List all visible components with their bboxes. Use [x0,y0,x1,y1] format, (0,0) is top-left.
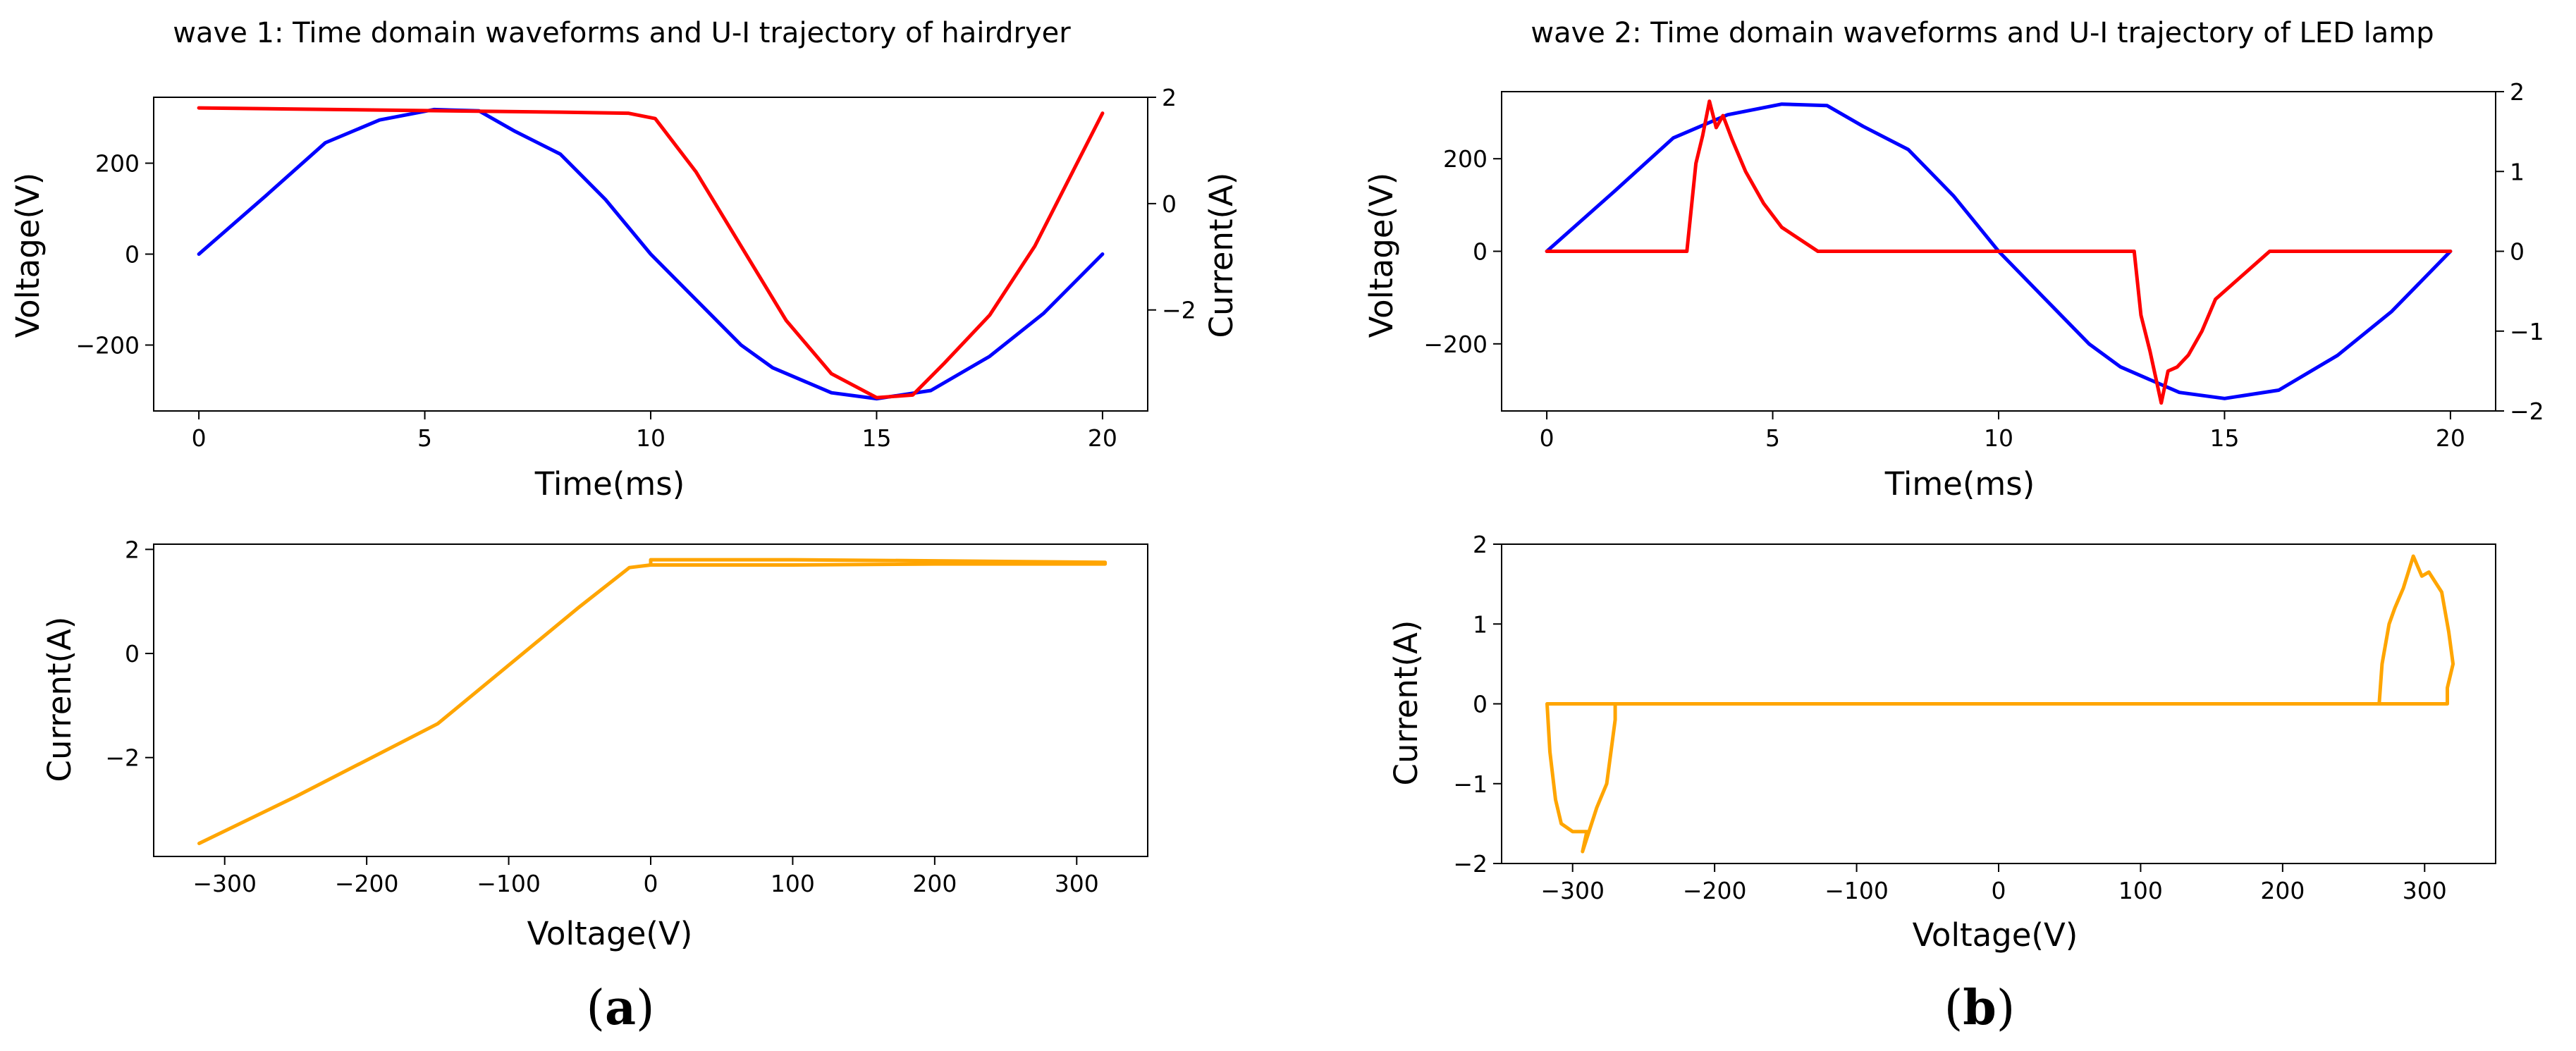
x-tick-label: 10 [636,424,666,452]
y2-tick-label: −2 [1162,297,1196,324]
y-tick-label: 200 [95,150,140,178]
y-tick-label: 0 [125,640,140,668]
x-tick-label: 0 [1540,424,1554,452]
series-line-current [1545,99,2453,405]
y-axis-label: Voltage(V) [1363,173,1400,338]
y2-tick-label: 2 [1162,84,1177,111]
x-tick-label: 15 [861,424,891,452]
x-tick-label: 0 [192,424,207,452]
x-tick-label: −100 [477,870,541,897]
x-tick-label: 100 [771,870,815,897]
y-tick-label: 0 [1473,238,1488,266]
x-tick-label: −300 [1540,877,1605,904]
x-axis-label: Time(ms) [534,465,685,503]
y-tick-label: −2 [105,744,140,772]
x-tick-label: 0 [644,870,658,897]
y2-tick-label: 0 [2510,238,2525,266]
y-tick-label: 2 [1473,531,1488,558]
x-tick-label: 200 [912,870,957,897]
led-lamp-time-domain-plot: wave 2: Time domain waveforms and U-I tr… [1363,17,2544,503]
hairdryer-ui-trajectory-plot: Voltage(V) Current(A) −300 −200 −100 0 100 20… [41,536,1148,952]
x-axis-label: Voltage(V) [527,915,693,952]
led-lamp-ui-trajectory-plot: Voltage(V) Current(A) −300 −200 −100 0 100 20… [1387,531,2496,954]
plot-title: wave 1: Time domain waveforms and U-I tr… [173,17,1071,49]
caption-a: (a) [586,980,654,1036]
plot-title: wave 2: Time domain waveforms and U-I tr… [1531,17,2434,49]
x-axis-label: Voltage(V) [1913,916,2078,954]
x-tick-label: −100 [1824,877,1889,904]
y-axis-label: Current(A) [1387,620,1425,786]
x-tick-label: 100 [2118,877,2163,904]
y-tick-label: −1 [1453,770,1488,798]
x-tick-label: 20 [1088,424,1117,452]
x-tick-label: 20 [2436,424,2465,452]
series-line-u-i-trajectory [1545,554,2455,854]
y-axis-label: Voltage(V) [9,173,47,338]
y2-tick-label: −1 [2510,318,2544,345]
series-line-voltage [197,107,1105,401]
y-tick-label: 0 [1473,691,1488,718]
y-tick-label: 200 [1443,145,1488,173]
x-tick-label: 15 [2209,424,2239,452]
y2-tick-label: −2 [2510,398,2544,425]
svg-text:(b): (b) [1944,980,2016,1036]
y2-tick-label: 2 [2510,78,2525,106]
y-tick-label: −2 [1453,850,1488,878]
y-tick-label: 1 [1473,610,1488,638]
y2-tick-label: 1 [2510,158,2525,185]
svg-text:(a): (a) [586,980,654,1036]
y-tick-label: 2 [125,536,140,563]
x-tick-label: 5 [1765,424,1780,452]
caption-b-letter: b [1963,980,1997,1036]
x-tick-label: 0 [1992,877,2006,904]
caption-b: (b) [1944,980,2016,1036]
caption-a-letter: a [605,980,636,1036]
x-tick-label: −200 [1683,877,1747,904]
x-axis-label: Time(ms) [1884,465,2035,503]
x-tick-label: 200 [2260,877,2305,904]
y-tick-label: −200 [1423,331,1488,358]
y-tick-label: 0 [125,241,140,269]
y-tick-label: −200 [75,331,140,359]
x-tick-label: 10 [1984,424,2013,452]
series-line-current [197,106,1105,400]
x-tick-label: 300 [1055,870,1099,897]
y-axis-label: Current(A) [41,617,78,782]
y2-tick-label: 0 [1162,190,1177,218]
x-tick-label: −200 [335,870,399,897]
y2-axis-label: Current(A) [1203,173,1240,338]
x-tick-label: −300 [192,870,257,897]
x-tick-label: 5 [417,424,432,452]
hairdryer-time-domain-plot: wave 1: Time domain waveforms and U-I tr… [9,17,1240,503]
series-line-u-i-trajectory [197,558,1108,845]
x-tick-label: 300 [2403,877,2447,904]
